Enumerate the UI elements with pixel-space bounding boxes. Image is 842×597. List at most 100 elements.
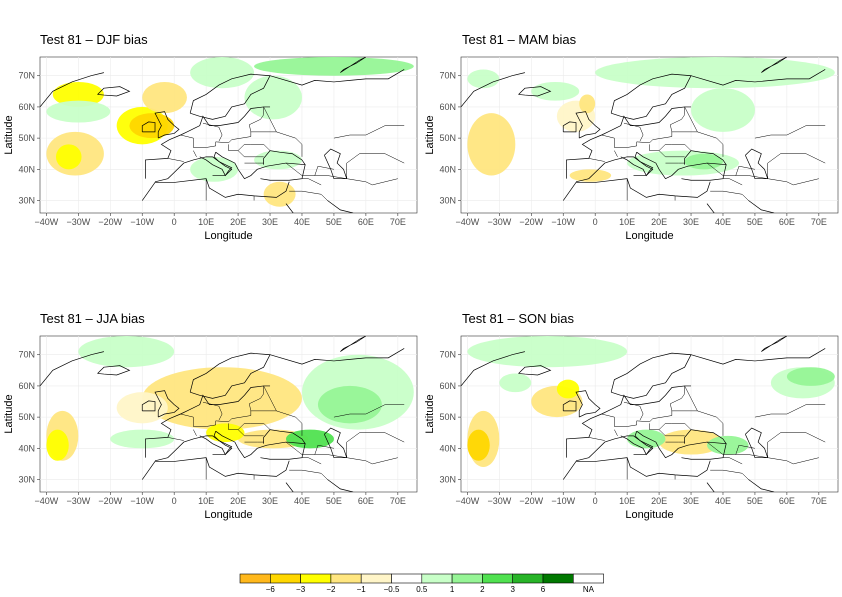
country-border bbox=[263, 385, 277, 411]
coastline bbox=[154, 390, 180, 418]
y-axis-title: Latitude bbox=[424, 115, 436, 154]
country-border bbox=[263, 106, 277, 132]
coastline bbox=[141, 178, 290, 201]
country-border bbox=[289, 190, 328, 201]
coastline bbox=[575, 111, 601, 139]
coastline bbox=[684, 150, 727, 165]
x-tick-label: 20E bbox=[230, 217, 246, 227]
legend-label: 0.5 bbox=[416, 585, 428, 594]
country-border bbox=[601, 403, 673, 427]
country-border bbox=[658, 429, 685, 437]
country-border bbox=[193, 429, 197, 436]
country-border bbox=[249, 106, 264, 125]
bias-region bbox=[707, 435, 749, 455]
bias-region bbox=[55, 144, 82, 170]
legend-swatch bbox=[300, 573, 332, 584]
coastline bbox=[189, 73, 271, 120]
x-axis-title: Longitude bbox=[204, 509, 252, 521]
coastline bbox=[97, 86, 131, 97]
legend-swatch bbox=[572, 573, 604, 584]
x-tick-label: 60E bbox=[779, 496, 795, 506]
coastline bbox=[263, 429, 306, 444]
y-tick-label: 40N bbox=[439, 164, 456, 174]
country-border bbox=[649, 423, 692, 430]
x-tick-label: −40W bbox=[456, 496, 480, 506]
x-tick-label: 0 bbox=[593, 217, 598, 227]
y-tick-label: 40N bbox=[439, 443, 456, 453]
coastline bbox=[761, 336, 788, 352]
country-border bbox=[658, 150, 685, 158]
x-tick-label: −20W bbox=[98, 217, 122, 227]
x-tick-label: −30W bbox=[487, 496, 511, 506]
coastline bbox=[566, 385, 692, 458]
country-border bbox=[301, 178, 322, 186]
bias-region bbox=[691, 88, 755, 132]
legend-swatch bbox=[421, 573, 453, 584]
coastline bbox=[518, 365, 552, 376]
legend-swatch bbox=[330, 573, 362, 584]
map-plot-mam: −40W −30W −20W −10W 0 10E 20E 30E 40E 50E 60E 70E 30… bbox=[424, 56, 839, 242]
x-tick-label: −40W bbox=[456, 217, 480, 227]
x-tick-label: 60E bbox=[779, 217, 795, 227]
coastlines bbox=[461, 57, 826, 213]
bias-region bbox=[467, 429, 490, 461]
bias-region bbox=[263, 181, 296, 207]
y-tick-label: 60N bbox=[18, 102, 35, 112]
x-tick-label: 0 bbox=[593, 496, 598, 506]
coastline bbox=[745, 427, 769, 459]
coastline bbox=[141, 400, 156, 412]
country-border bbox=[301, 457, 322, 465]
x-tick-label: 30E bbox=[262, 217, 278, 227]
x-tick-label: −10W bbox=[551, 217, 575, 227]
coastline bbox=[40, 351, 104, 387]
bias-region bbox=[579, 94, 596, 114]
coastline bbox=[748, 200, 775, 213]
legend-label: 6 bbox=[541, 585, 546, 594]
x-tick-label: 40E bbox=[715, 496, 731, 506]
x-tick-label: 30E bbox=[683, 217, 699, 227]
x-tick-label: 40E bbox=[715, 217, 731, 227]
x-tick-label: 70E bbox=[390, 496, 406, 506]
y-tick-label: 60N bbox=[439, 102, 456, 112]
x-tick-label: 50E bbox=[326, 496, 342, 506]
country-border bbox=[722, 457, 743, 465]
x-tick-label: 50E bbox=[326, 217, 342, 227]
coastline bbox=[154, 435, 233, 462]
legend-label: −0.5 bbox=[384, 585, 400, 594]
legend-label: −2 bbox=[326, 585, 336, 594]
y-axis-title: Latitude bbox=[424, 394, 436, 433]
country-border bbox=[614, 429, 618, 436]
country-border bbox=[684, 385, 698, 411]
country-borders bbox=[167, 385, 405, 480]
x-tick-label: 10E bbox=[619, 496, 635, 506]
y-tick-label: 70N bbox=[439, 350, 456, 360]
country-border bbox=[314, 454, 398, 465]
coastline bbox=[620, 431, 654, 456]
country-border bbox=[314, 175, 398, 186]
y-tick-label: 50N bbox=[18, 412, 35, 422]
x-tick-label: 0 bbox=[172, 217, 177, 227]
coastline bbox=[199, 152, 233, 177]
country-border bbox=[649, 144, 692, 151]
y-tick-label: 40N bbox=[18, 164, 35, 174]
coastline bbox=[199, 431, 233, 456]
coastline bbox=[461, 72, 525, 108]
country-border bbox=[289, 469, 328, 480]
coastline bbox=[340, 57, 367, 73]
bias-region bbox=[627, 429, 666, 449]
coastline bbox=[340, 336, 367, 352]
coastline bbox=[327, 479, 354, 492]
legend-swatch bbox=[239, 573, 271, 584]
country-border bbox=[202, 122, 223, 142]
bias-region bbox=[46, 429, 69, 461]
coastline bbox=[575, 435, 654, 462]
x-tick-label: 20E bbox=[230, 496, 246, 506]
y-tick-label: 50N bbox=[18, 133, 35, 143]
x-tick-label: 70E bbox=[811, 496, 827, 506]
bias-region bbox=[569, 169, 612, 182]
x-tick-label: 70E bbox=[811, 217, 827, 227]
x-tick-label: 30E bbox=[262, 496, 278, 506]
coastline bbox=[690, 348, 826, 365]
coastline bbox=[154, 156, 233, 183]
legend-label: 1 bbox=[450, 585, 455, 594]
